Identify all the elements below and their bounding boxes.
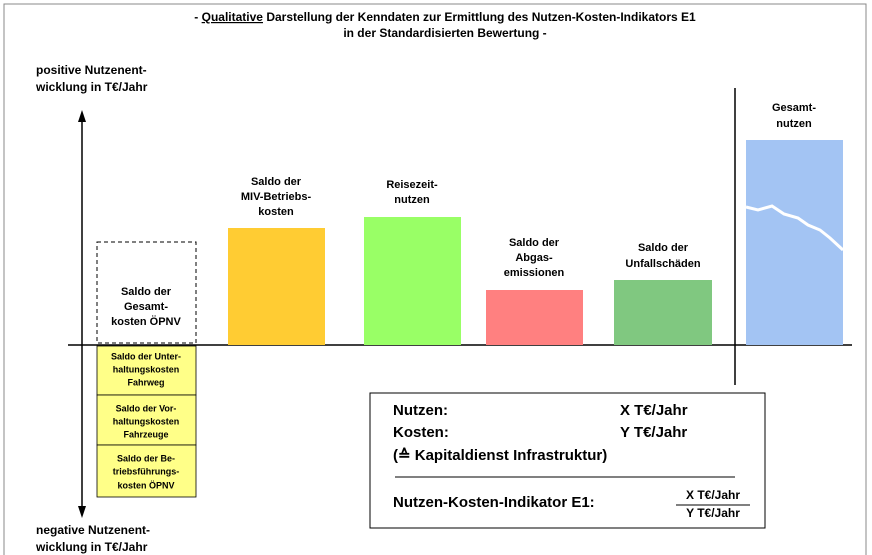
dashed-box xyxy=(96,241,197,344)
cost-part xyxy=(96,444,197,498)
bar-label: Saldo der xyxy=(121,286,172,298)
fraction-denominator: Y T€/Jahr xyxy=(686,506,740,520)
frame xyxy=(3,3,867,555)
title-rest: Darstellung der Kenndaten zur Ermittlung… xyxy=(266,10,696,24)
bar-label: nutzen xyxy=(776,118,812,130)
summary-text: (≙ Kapitaldienst Infrastruktur) xyxy=(393,447,607,464)
summary-text: Nutzen: xyxy=(393,402,448,419)
cost-part xyxy=(96,394,197,446)
axis-label: wicklung in T€/Jahr xyxy=(35,540,148,554)
bar-label: Saldo der xyxy=(251,176,302,188)
cost-part-label: Saldo der Vor- xyxy=(116,403,177,413)
arrow-head xyxy=(78,110,86,122)
cost-part-label: haltungskosten xyxy=(113,416,180,426)
bar-label: kosten xyxy=(258,206,294,218)
bar xyxy=(228,228,325,345)
cost-part-label: kosten ÖPNV xyxy=(117,480,174,490)
cost-part-label: Fahrweg xyxy=(127,377,164,387)
bar-label: Gesamt- xyxy=(772,102,816,114)
bar-label: Gesamt- xyxy=(124,301,168,313)
title-line2: in der Standardisierten Bewertung - xyxy=(343,26,546,40)
bar xyxy=(486,290,583,345)
summary-text: Kosten: xyxy=(393,424,449,441)
axis-label: positive Nutzenent- xyxy=(36,63,147,77)
bar xyxy=(614,280,712,345)
axis-label: negative Nutzenent- xyxy=(36,523,150,537)
title-lead: - xyxy=(194,10,198,24)
bar xyxy=(746,140,843,345)
summary-text: X T€/Jahr xyxy=(620,402,688,419)
cost-part-label: Fahrzeuge xyxy=(123,429,168,439)
axis-label: wicklung in T€/Jahr xyxy=(35,80,148,94)
wavy-line xyxy=(745,204,845,252)
bar xyxy=(364,217,461,345)
cost-part-label: Saldo der Be- xyxy=(117,453,175,463)
bar-label: kosten ÖPNV xyxy=(111,315,181,328)
summary-text: Nutzen-Kosten-Indikator E1: xyxy=(393,494,595,511)
bar-label: Saldo der xyxy=(638,242,689,254)
cost-part xyxy=(96,345,197,396)
bar-label: Saldo der xyxy=(509,237,560,249)
bar-label: MIV-Betriebs- xyxy=(241,191,312,203)
summary-text: Y T€/Jahr xyxy=(620,424,687,441)
cost-part-label: haltungskosten xyxy=(113,364,180,374)
bar-label: Reisezeit- xyxy=(386,179,438,191)
title-line1: - Qualitative Darstellung der Kenndaten … xyxy=(194,10,696,24)
bar-label: Unfallschäden xyxy=(625,258,700,270)
cost-part-label: Saldo der Unter- xyxy=(111,351,181,361)
bar-label: nutzen xyxy=(394,194,430,206)
arrow-head xyxy=(78,506,86,518)
title-emphasis: Qualitative xyxy=(202,10,264,24)
bar-label: emissionen xyxy=(504,267,565,279)
fraction-numerator: X T€/Jahr xyxy=(686,488,740,502)
bar-label: Abgas- xyxy=(515,252,553,264)
cost-part-label: triebsführungs- xyxy=(113,466,180,476)
